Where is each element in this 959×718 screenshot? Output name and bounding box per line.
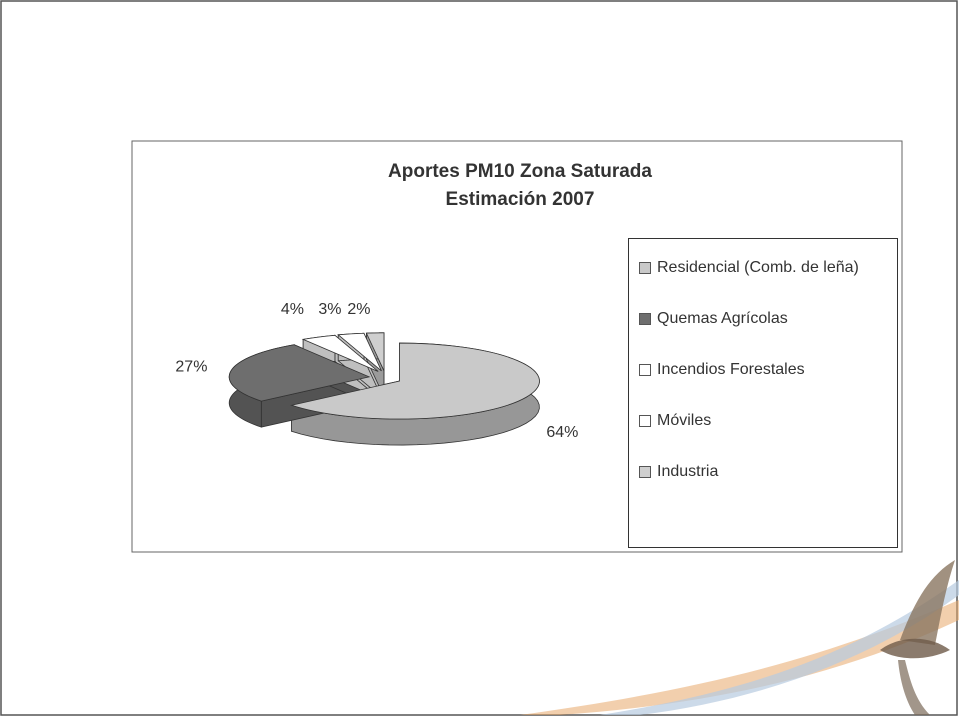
legend-item: Móviles xyxy=(639,410,889,431)
legend-item: Quemas Agrícolas xyxy=(639,308,889,329)
legend-swatch xyxy=(639,313,651,325)
legend-item: Industria xyxy=(639,461,889,482)
legend-swatch xyxy=(639,415,651,427)
chart-title: Aportes PM10 Zona Saturada xyxy=(388,161,652,182)
legend-label: Móviles xyxy=(657,410,711,431)
legend-swatch xyxy=(639,466,651,478)
legend-label: Quemas Agrícolas xyxy=(657,308,788,329)
legend-label: Residencial (Comb. de leña) xyxy=(657,257,859,278)
slide: Aportes PM10 Zona Saturada Estimación 20… xyxy=(0,0,959,718)
data-label: 4% xyxy=(281,301,304,318)
legend-label: Incendios Forestales xyxy=(657,359,805,380)
data-label: 2% xyxy=(347,301,370,318)
legend-item: Incendios Forestales xyxy=(639,359,889,380)
legend-label: Industria xyxy=(657,461,718,482)
legend-item: Residencial (Comb. de leña) xyxy=(639,257,889,278)
legend-swatch xyxy=(639,262,651,274)
decoration xyxy=(520,560,959,715)
data-label: 3% xyxy=(318,301,341,318)
chart-subtitle: Estimación 2007 xyxy=(446,189,595,210)
data-label: 27% xyxy=(175,359,207,376)
legend: Residencial (Comb. de leña) Quemas Agríco… xyxy=(628,238,898,548)
legend-swatch xyxy=(639,364,651,376)
data-label: 64% xyxy=(546,424,578,441)
